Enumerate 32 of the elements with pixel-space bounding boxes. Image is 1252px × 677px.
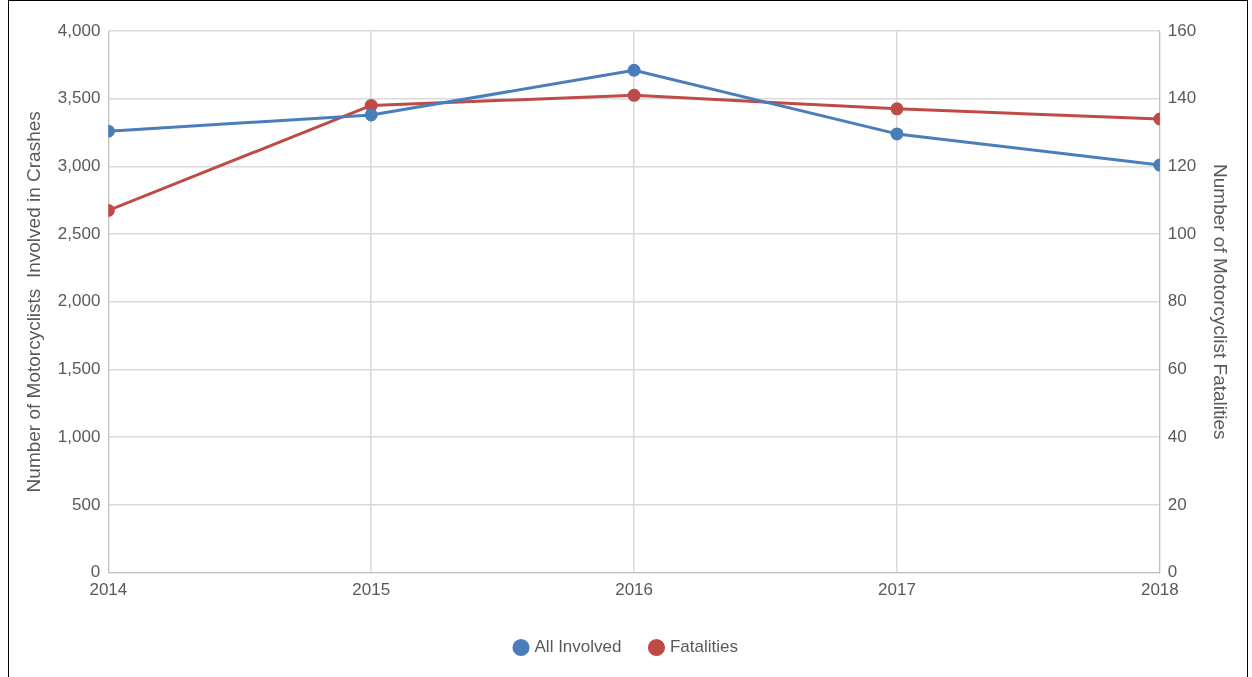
y2-tick-label: 40: [1167, 426, 1187, 446]
y2-axis-title: Number of Motorcyclist Fatalities: [1210, 164, 1232, 440]
y2-tick-label: 120: [1167, 156, 1197, 176]
x-tick-label: 2016: [615, 580, 653, 600]
y-tick-label: 500: [71, 494, 101, 514]
point: [627, 63, 641, 77]
legend-label: All Involved: [534, 637, 622, 657]
x-tick-label: 2015: [352, 580, 391, 600]
y2-tick-label: 140: [1167, 88, 1197, 108]
legend-label: Fatalities: [669, 637, 738, 657]
y-tick-label: 0: [90, 562, 101, 582]
y2-tick-label: 100: [1167, 223, 1197, 243]
y2-tick-label: 0: [1167, 562, 1178, 582]
y-tick-label: 3,500: [57, 88, 101, 108]
y2-tick-label: 20: [1167, 494, 1187, 514]
y-tick-label: 4,000: [57, 20, 101, 40]
y-tick-label: 2,000: [57, 291, 101, 311]
point: [890, 102, 904, 116]
y2-tick-label: 60: [1167, 359, 1187, 379]
point: [627, 88, 641, 102]
x-tick-label: 2017: [878, 580, 916, 600]
point: [364, 108, 378, 122]
y2-tick-label: 160: [1167, 20, 1197, 40]
x-tick-label: 2018: [1140, 580, 1179, 600]
point: [890, 127, 904, 141]
y-tick-label: 1,500: [57, 359, 101, 379]
y-tick-label: 2,500: [57, 223, 101, 243]
y-tick-label: 3,000: [57, 156, 101, 176]
x-tick-label: 2014: [89, 580, 128, 600]
y2-tick-label: 80: [1167, 291, 1187, 311]
y-axis-title: Number of Motorcyclists Involved in Crashes: [22, 111, 44, 493]
y-tick-label: 1,000: [57, 426, 101, 446]
